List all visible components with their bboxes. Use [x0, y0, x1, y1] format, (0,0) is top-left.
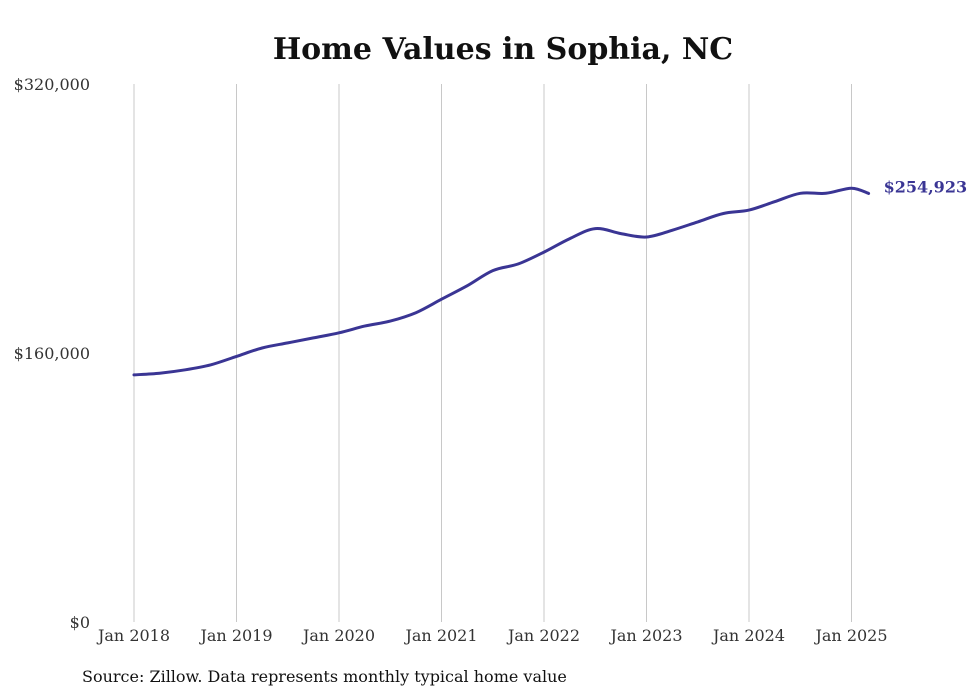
vertical-gridlines [133, 84, 852, 622]
x-tick-label: Jan 2021 [403, 626, 477, 645]
y-tick-label: $160,000 [14, 344, 90, 363]
x-tick-label: Jan 2023 [608, 626, 682, 645]
source-note: Source: Zillow. Data represents monthly … [82, 667, 567, 686]
end-value-label: $254,923 [884, 177, 968, 196]
x-tick-label: Jan 2024 [711, 626, 785, 645]
x-tick-label: Jan 2025 [813, 626, 887, 645]
x-tick-label: Jan 2018 [96, 626, 170, 645]
y-tick-label: $320,000 [14, 75, 90, 94]
x-tick-label: Jan 2020 [301, 626, 375, 645]
x-tick-label: Jan 2019 [198, 626, 272, 645]
series-line [132, 186, 871, 377]
y-axis-tick-labels: $320,000 $160,000 $0 [14, 75, 90, 632]
chart-title: Home Values in Sophia, NC [273, 32, 733, 67]
x-axis-tick-labels: Jan 2018 Jan 2019 Jan 2020 Jan 2021 Jan 2022… [96, 626, 888, 645]
x-tick-label: Jan 2022 [506, 626, 580, 645]
series-group: $254,923 [132, 177, 968, 377]
y-tick-label: $0 [70, 613, 90, 632]
